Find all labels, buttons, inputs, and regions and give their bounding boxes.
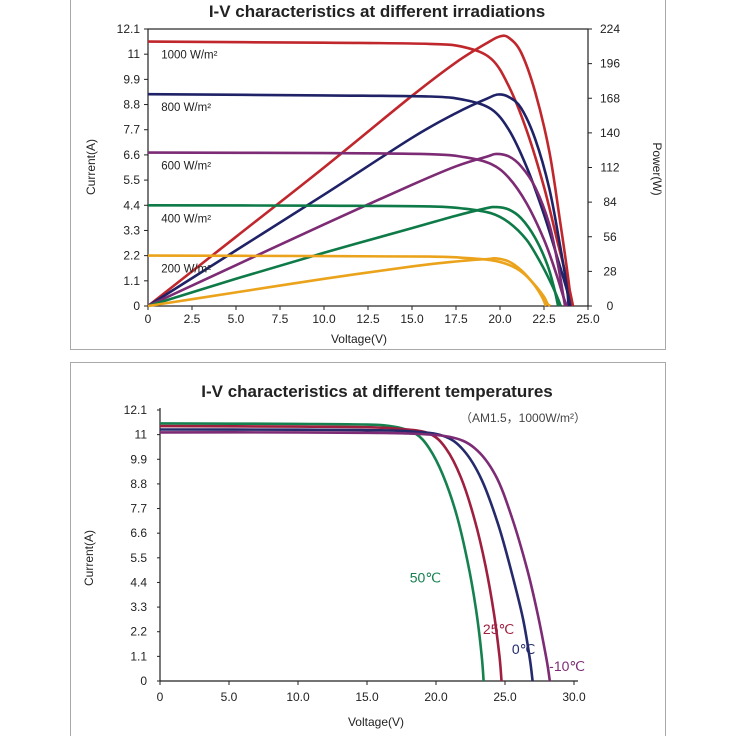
y-tick-label: 4.4 [130, 575, 147, 589]
iv-curve-4 [159, 431, 552, 682]
y2-tick-label: 112 [600, 161, 619, 175]
current-curve-3 [147, 151, 569, 307]
y-tick-label: 11 [128, 47, 141, 61]
y-tick-label: 11 [135, 428, 148, 442]
y2-tick-label: 28 [603, 264, 617, 278]
chart-title: I-V characteristics at different tempera… [201, 382, 552, 401]
y-tick-label: 5.5 [123, 173, 140, 187]
x-tick-label: 2.5 [184, 312, 201, 326]
y-tick-label: 7.7 [130, 502, 147, 516]
power-curve-2 [147, 93, 570, 308]
x-tick-label: 25.0 [493, 690, 517, 704]
x-tick-label: 10.0 [286, 690, 310, 704]
x-tick-label: 7.5 [272, 312, 289, 326]
x-axis-label: Voltage(V) [331, 332, 387, 346]
x-tick-label: 5.0 [228, 312, 245, 326]
curve-label-4: -10℃ [549, 658, 585, 674]
power-curve-3 [147, 152, 567, 308]
x-tick-label: 15.0 [355, 690, 379, 704]
chart-title: I-V characteristics at different irradia… [209, 2, 545, 21]
y2-axis-label: Power(W) [650, 142, 664, 195]
current-curve-4 [147, 204, 562, 307]
curve-label-3: 0℃ [512, 641, 536, 657]
y2-tick-label: 56 [603, 230, 617, 244]
y-tick-label: 12.1 [124, 403, 148, 417]
x-tick-label: 0 [157, 690, 164, 704]
current-curve-2 [147, 92, 572, 307]
y-tick-label: 0 [140, 674, 147, 688]
chart-annotation: （AM1.5，1000W/m²） [460, 411, 586, 425]
x-tick-label: 15.0 [400, 312, 424, 326]
y-tick-label: 2.2 [130, 625, 147, 639]
y-tick-label: 1.1 [123, 274, 140, 288]
y-tick-label: 2.2 [123, 249, 140, 263]
y-axis-label: Current(A) [84, 139, 98, 195]
x-tick-label: 20.0 [424, 690, 448, 704]
y-tick-label: 9.9 [130, 452, 147, 466]
y-tick-label: 8.8 [130, 477, 147, 491]
y-tick-label: 6.6 [123, 148, 140, 162]
irradiation-chart-svg: I-V characteristics at different irradia… [84, 2, 664, 346]
y2-tick-label: 196 [600, 57, 620, 71]
x-tick-label: 30.0 [562, 690, 586, 704]
series-label-1: 1000 W/m² [161, 50, 217, 62]
iv-curve-2 [159, 424, 503, 682]
series-label-5: 200 W/m² [161, 264, 211, 276]
y-axis-label: Current(A) [82, 530, 96, 586]
iv-curve-1 [159, 422, 485, 682]
x-tick-label: 20.0 [488, 312, 512, 326]
y2-tick-label: 84 [603, 195, 617, 209]
y2-tick-label: 168 [600, 91, 620, 105]
y-tick-label: 7.7 [123, 123, 140, 137]
series-label-4: 400 W/m² [161, 213, 211, 225]
series-label-3: 600 W/m² [161, 161, 211, 173]
x-tick-label: 25.0 [576, 312, 600, 326]
y-tick-label: 3.3 [123, 223, 140, 237]
x-tick-label: 17.5 [444, 312, 468, 326]
y-tick-label: 12.1 [117, 22, 141, 36]
x-tick-label: 10.0 [312, 312, 336, 326]
y2-tick-label: 0 [607, 299, 614, 313]
x-tick-label: 5.0 [221, 690, 238, 704]
y2-tick-label: 224 [600, 22, 620, 36]
y-tick-label: 6.6 [130, 526, 147, 540]
y-tick-label: 0 [133, 299, 140, 313]
curve-label-1: 50℃ [410, 569, 441, 585]
curve-label-2: 25℃ [483, 621, 514, 637]
y2-tick-label: 140 [600, 126, 620, 140]
chart-panel-irradiation: I-V characteristics at different irradia… [70, 0, 666, 350]
y-tick-label: 5.5 [130, 551, 147, 565]
power-curve-4 [147, 205, 560, 308]
x-tick-label: 22.5 [532, 312, 556, 326]
y-tick-label: 9.9 [123, 72, 140, 86]
y-tick-label: 4.4 [123, 198, 140, 212]
current-curve-1 [147, 40, 575, 307]
y-tick-label: 1.1 [130, 649, 147, 663]
chart-panel-temperature: I-V characteristics at different tempera… [70, 362, 666, 736]
x-tick-label: 0 [145, 312, 152, 326]
x-axis-label: Voltage(V) [348, 715, 404, 729]
series-label-2: 800 W/m² [161, 102, 211, 114]
current-curve-5 [147, 254, 552, 308]
iv-curve-3 [159, 428, 534, 682]
y-tick-label: 8.8 [123, 98, 140, 112]
temperature-chart-svg: I-V characteristics at different tempera… [82, 382, 586, 729]
power-curve-1 [147, 34, 573, 308]
y-tick-label: 3.3 [130, 600, 147, 614]
x-tick-label: 12.5 [356, 312, 380, 326]
